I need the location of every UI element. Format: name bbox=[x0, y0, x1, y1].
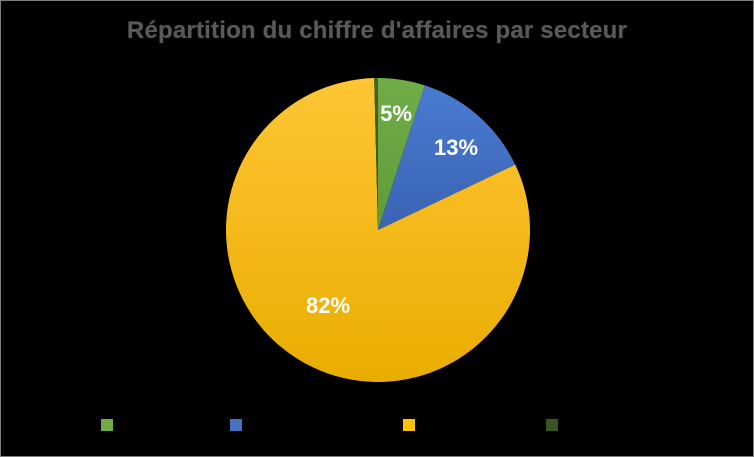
legend-swatch bbox=[546, 419, 558, 431]
pie-slice bbox=[374, 78, 378, 230]
pie-slice bbox=[378, 78, 425, 230]
slice-data-label: 82% bbox=[306, 293, 350, 318]
legend-swatch bbox=[230, 419, 242, 431]
pie-slice bbox=[226, 78, 531, 383]
pie-labels: 5% 13% 82% bbox=[306, 101, 478, 318]
legend-swatch bbox=[403, 419, 415, 431]
slice-data-label: 5% bbox=[380, 101, 412, 126]
pie-slice bbox=[378, 85, 516, 230]
chart-title: Répartition du chiffre d'affaires par se… bbox=[126, 17, 628, 44]
pie-slices bbox=[226, 78, 531, 383]
legend-swatch bbox=[101, 419, 113, 431]
slice-data-label: 13% bbox=[434, 135, 478, 160]
